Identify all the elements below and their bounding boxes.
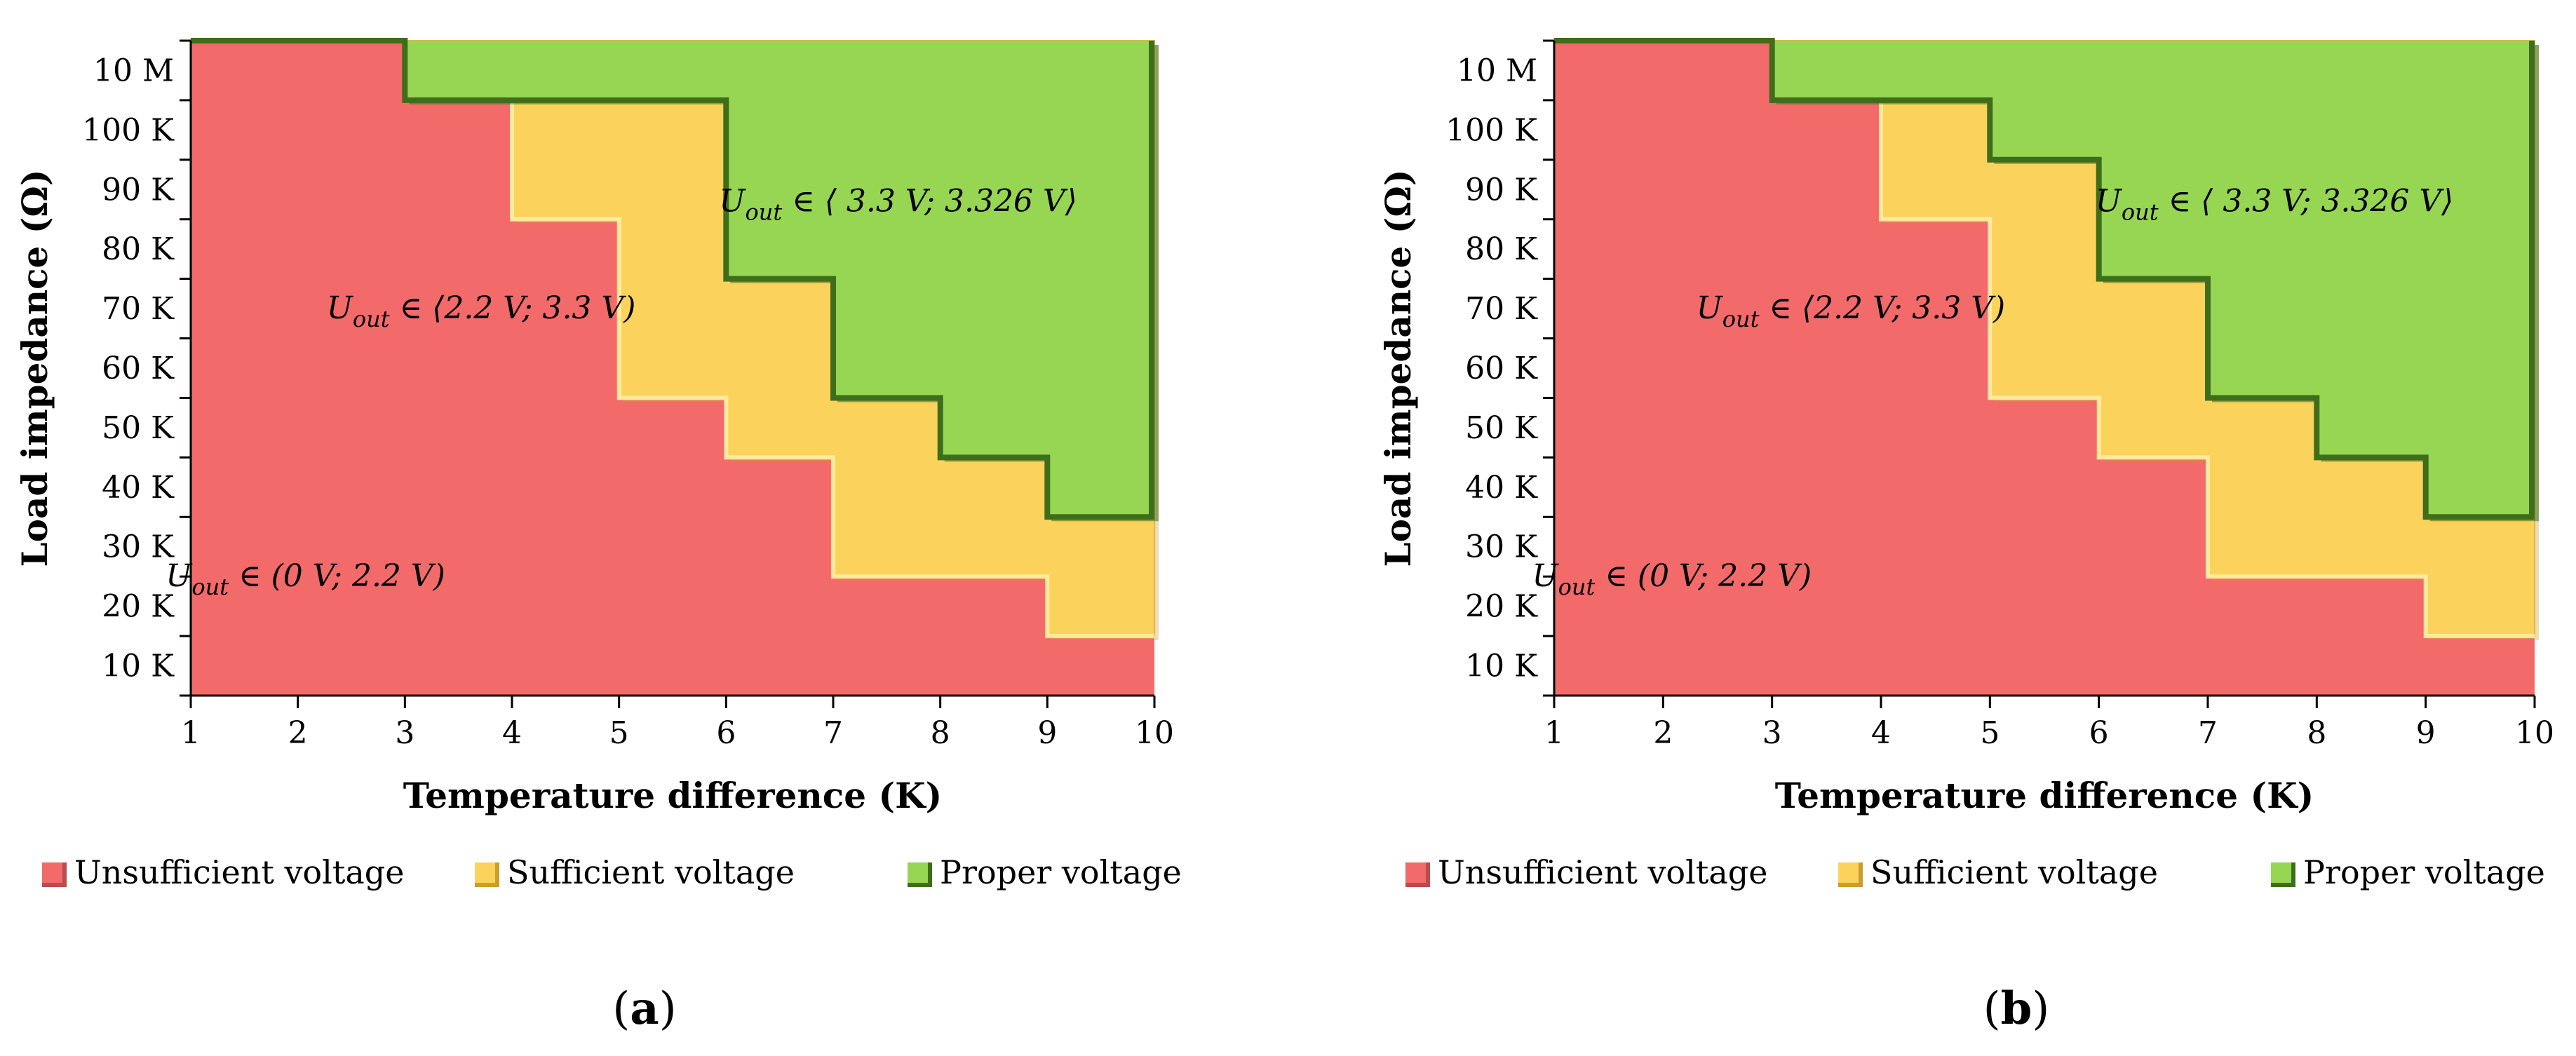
y-tick-label: 80 K	[1465, 231, 1538, 267]
y-tick-label: 100 K	[1445, 112, 1538, 148]
legend-sufficient-label: Sufficient voltage	[507, 853, 795, 891]
annotation-proper: Uout ∈ ⟨ 3.3 V; 3.326 V⟩	[719, 183, 1077, 225]
x-tick-label: 2	[288, 715, 308, 751]
panel-label: (b)	[1983, 982, 2050, 1035]
x-tick-label: 6	[2089, 715, 2109, 751]
x-tick-label: 5	[609, 715, 629, 751]
x-axis-title: Temperature difference (K)	[1775, 775, 2314, 816]
panel-b-chart: 1 2 3 4 5 6 7 8 9 10 10 K 20 K 30 K 40 K 50 K 60 K 70 K 8…	[1377, 38, 2554, 1035]
x-axis-title: Temperature difference (K)	[403, 775, 942, 816]
y-tick-label: 40 K	[1465, 470, 1538, 506]
x-tick-label: 3	[1762, 715, 1782, 751]
annotation-sufficient: Uout ∈ ⟨2.2 V; 3.3 V)	[327, 290, 636, 332]
legend-sufficient-label: Sufficient voltage	[1870, 853, 2158, 891]
legend-proper-swatch	[908, 862, 932, 887]
x-tick-label: 7	[823, 715, 843, 751]
y-tick-label: 50 K	[1465, 410, 1538, 446]
y-tick-label: 20 K	[102, 589, 175, 625]
y-axis-title: Load impedance (Ω)	[14, 169, 55, 567]
x-tick-label: 9	[2416, 715, 2436, 751]
legend-unsufficient-swatch	[1405, 862, 1430, 887]
legend-proper-label: Proper voltage	[940, 853, 1182, 891]
y-tick-label: 60 K	[1465, 351, 1538, 386]
y-tick-label: 100 K	[82, 112, 175, 148]
y-tick-label: 10 M	[1457, 53, 1537, 88]
x-tick-label: 6	[716, 715, 736, 751]
y-axis-title: Load impedance (Ω)	[1377, 169, 1419, 567]
x-tick-label: 5	[1980, 715, 2000, 751]
x-tick-label: 8	[931, 715, 950, 751]
legend-proper-swatch	[2271, 862, 2295, 887]
annotation-proper: Uout ∈ ⟨ 3.3 V; 3.326 V⟩	[2096, 183, 2454, 225]
x-tick-label: 3	[395, 715, 414, 751]
annotation-insufficient: Uout ∈ (0 V; 2.2 V)	[166, 558, 445, 600]
y-tick-label: 30 K	[102, 529, 175, 565]
legend-unsufficient-label: Unsufficient voltage	[1438, 853, 1767, 891]
y-tick-label: 10 K	[102, 649, 175, 684]
legend-unsufficient-label: Unsufficient voltage	[74, 853, 404, 891]
y-tick-label: 90 K	[102, 172, 175, 208]
x-tick-label: 4	[502, 715, 522, 751]
y-tick-label: 10 M	[93, 53, 174, 88]
x-tick-label: 1	[181, 715, 201, 751]
x-tick-label: 4	[1871, 715, 1891, 751]
y-tick-label: 20 K	[1465, 589, 1538, 625]
x-tick-label: 10	[2515, 715, 2554, 751]
panel-label: (a)	[612, 982, 676, 1035]
legend-proper-label: Proper voltage	[2303, 853, 2545, 891]
x-tick-label: 2	[1653, 715, 1673, 751]
y-tick-label: 70 K	[1465, 291, 1538, 327]
x-tick-label: 10	[1135, 715, 1174, 751]
y-tick-label: 80 K	[102, 231, 175, 267]
region-proper-edge	[1554, 38, 2535, 520]
legend-sufficient-swatch	[475, 862, 499, 887]
x-tick-label: 1	[1544, 715, 1564, 751]
y-tick-label: 90 K	[1465, 172, 1538, 208]
y-tick-label: 40 K	[102, 470, 175, 506]
region-proper-edge	[191, 38, 1154, 520]
y-tick-label: 10 K	[1465, 649, 1538, 684]
annotation-sufficient: Uout ∈ ⟨2.2 V; 3.3 V)	[1697, 290, 2006, 332]
y-tick-label: 30 K	[1465, 529, 1538, 565]
x-tick-label: 7	[2198, 715, 2218, 751]
legend-unsufficient-swatch	[42, 862, 67, 887]
x-tick-label: 9	[1037, 715, 1057, 751]
annotation-insufficient: Uout ∈ (0 V; 2.2 V)	[1532, 558, 1812, 600]
panel-a-chart: 1 2 3 4 5 6 7 8 9 10 10 K 20 K 30 K 40 K 50 K 60 K 70 K 8…	[14, 38, 1182, 1035]
legend-sufficient-swatch	[1838, 862, 1863, 887]
y-tick-label: 60 K	[102, 351, 175, 386]
y-tick-label: 70 K	[102, 291, 175, 327]
x-tick-label: 8	[2307, 715, 2326, 751]
y-tick-label: 50 K	[102, 410, 175, 446]
